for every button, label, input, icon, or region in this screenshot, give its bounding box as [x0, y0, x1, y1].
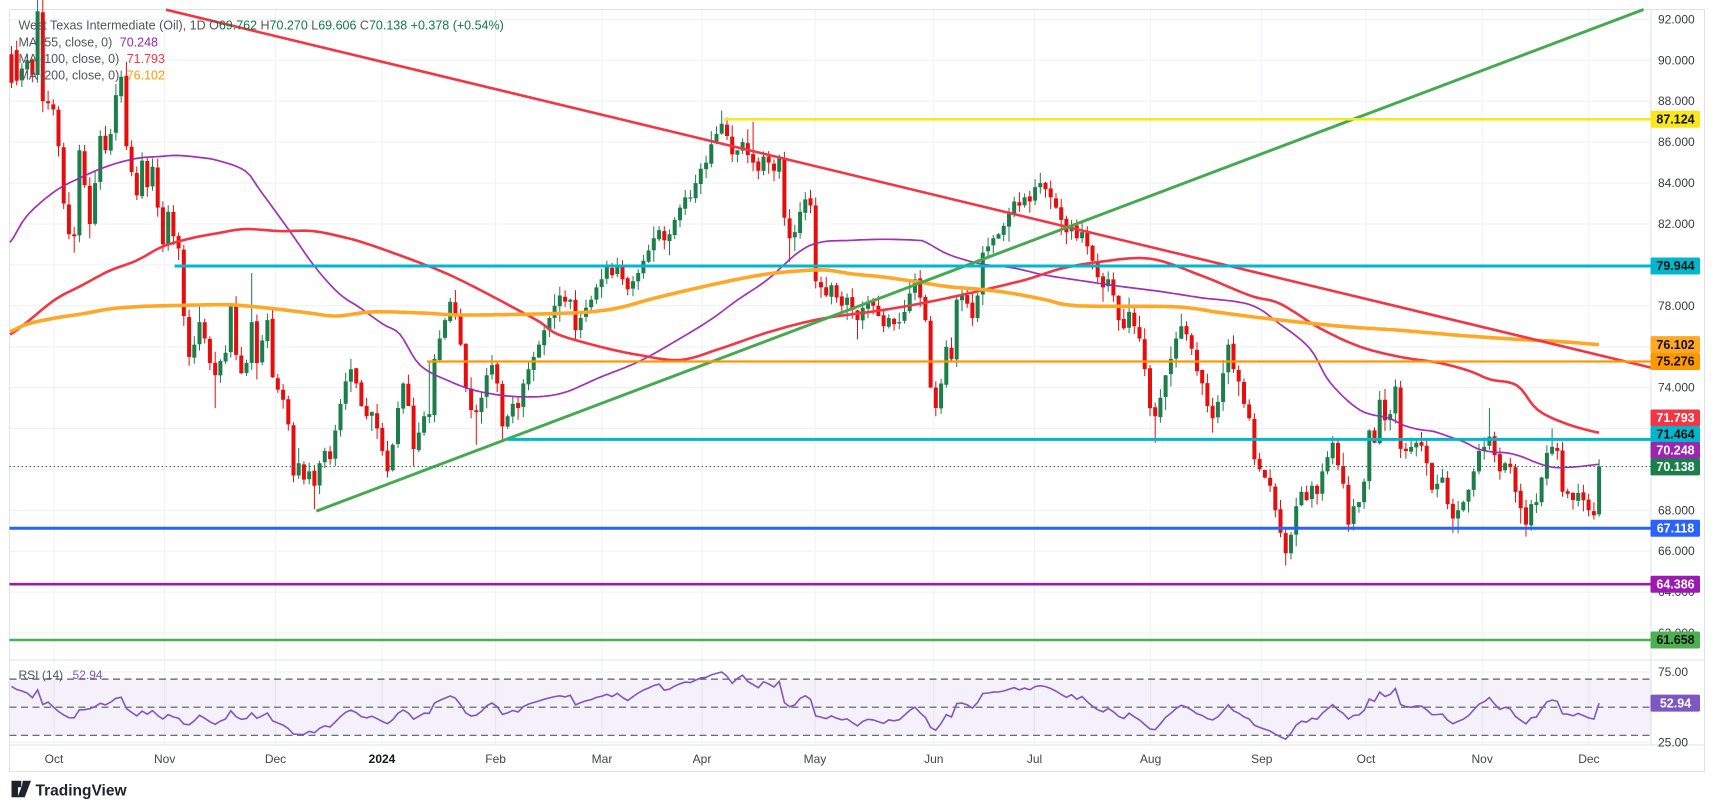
svg-text:Oct: Oct: [45, 752, 64, 766]
svg-text:75.00: 75.00: [1658, 665, 1688, 679]
svg-text:Oct: Oct: [1357, 752, 1376, 766]
svg-text:Dec: Dec: [265, 752, 286, 766]
svg-text:2024: 2024: [369, 752, 396, 766]
svg-text:MA (55, close, 0) 70.248: MA (55, close, 0) 70.248: [19, 36, 159, 50]
svg-text:66.000: 66.000: [1658, 544, 1695, 558]
svg-text:74.000: 74.000: [1658, 381, 1695, 395]
svg-text:86.000: 86.000: [1658, 135, 1695, 149]
svg-text:52.94: 52.94: [1660, 696, 1691, 710]
svg-text:May: May: [804, 752, 827, 766]
svg-text:70.248: 70.248: [1656, 444, 1694, 458]
svg-text:71.464: 71.464: [1656, 428, 1694, 442]
svg-text:84.000: 84.000: [1658, 176, 1695, 190]
svg-text:MA (200, close, 0) 76.102: MA (200, close, 0) 76.102: [19, 69, 165, 83]
svg-text:82.000: 82.000: [1658, 217, 1695, 231]
svg-text:RSI (14) 52.94: RSI (14) 52.94: [19, 668, 103, 682]
svg-text:TradingView: TradingView: [36, 783, 128, 800]
svg-text:Mar: Mar: [592, 752, 613, 766]
svg-text:75.276: 75.276: [1656, 355, 1694, 369]
svg-text:Apr: Apr: [693, 752, 712, 766]
svg-text:61.658: 61.658: [1656, 633, 1694, 647]
svg-text:Jul: Jul: [1027, 752, 1042, 766]
svg-text:64.386: 64.386: [1656, 577, 1694, 591]
svg-text:MA (100, close, 0) 71.793: MA (100, close, 0) 71.793: [19, 52, 165, 66]
svg-text:Dec: Dec: [1578, 752, 1599, 766]
svg-text:Sep: Sep: [1251, 752, 1273, 766]
svg-text:Nov: Nov: [1472, 752, 1493, 766]
svg-text:Feb: Feb: [485, 752, 506, 766]
svg-text:70.138: 70.138: [1656, 460, 1694, 474]
svg-text:Nov: Nov: [154, 752, 175, 766]
svg-text:67.118: 67.118: [1657, 522, 1695, 536]
svg-text:Jun: Jun: [924, 752, 943, 766]
svg-text:79.944: 79.944: [1656, 259, 1694, 273]
svg-text:71.793: 71.793: [1656, 411, 1694, 425]
svg-text:88.000: 88.000: [1658, 94, 1695, 108]
svg-text:Aug: Aug: [1140, 752, 1161, 766]
svg-text:76.102: 76.102: [1656, 338, 1694, 352]
svg-text:West Texas Intermediate (Oil),: West Texas Intermediate (Oil), 1D O69.76…: [19, 19, 504, 33]
svg-text:92.000: 92.000: [1658, 12, 1695, 26]
svg-text:78.000: 78.000: [1658, 299, 1695, 313]
svg-text:90.000: 90.000: [1658, 53, 1695, 67]
svg-text:87.124: 87.124: [1656, 112, 1694, 126]
svg-text:25.00: 25.00: [1658, 735, 1688, 749]
svg-text:68.000: 68.000: [1658, 503, 1695, 517]
